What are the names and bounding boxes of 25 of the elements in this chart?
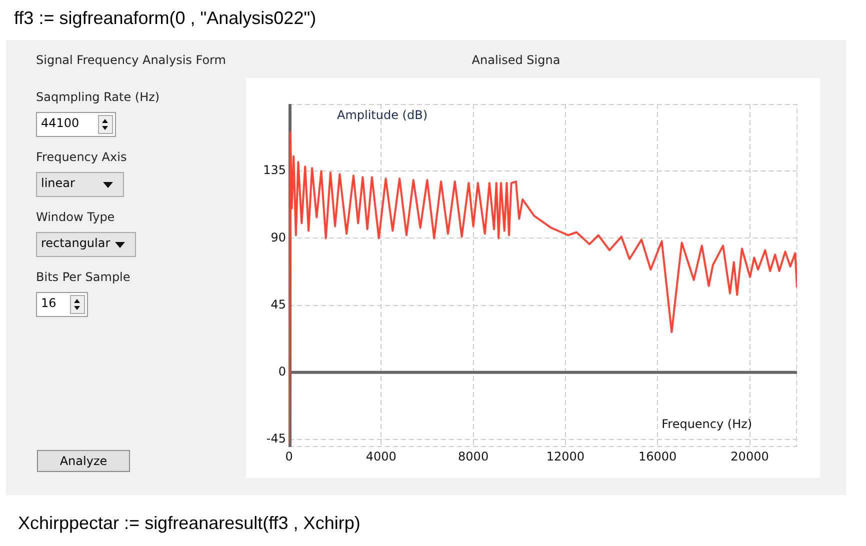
x-tick-label: 4000 [366,449,396,464]
x-tick-label: 20000 [730,449,769,464]
text: Frequency Axis [36,150,127,164]
y-tick-label: -45 [266,432,286,446]
y-tick-label: 90 [270,230,286,244]
x-tick-label: 8000 [458,449,489,464]
text: 44100 [41,116,80,130]
x-tick-label: 12000 [546,449,585,464]
y-tick-label: 45 [270,297,286,312]
text: Xchirppectar := sigfreanaresult(ff3 , Xchirp) [18,513,360,534]
text: linear [41,176,75,190]
x-axis-title: Frequency (Hz) [662,417,752,432]
text: ff3 := sigfreanaform(0 , "Analysis022") [14,8,316,29]
text: Bits Per Sample [36,270,130,284]
chart-title: Analised Signa [472,53,560,67]
text: 16 [41,296,56,310]
y-axis-title: Amplitude (dB) [337,108,428,122]
y-tick-label: 135 [263,163,286,178]
text: Window Type [36,210,115,224]
text: rectangular [41,236,110,250]
text: Saqmpling Rate (Hz) [36,90,160,104]
text: Signal Frequency Analysis Form [36,53,226,67]
x-tick-label: 16000 [638,449,677,464]
text: Analyze [37,450,130,472]
y-tick-label: 0 [278,364,286,379]
